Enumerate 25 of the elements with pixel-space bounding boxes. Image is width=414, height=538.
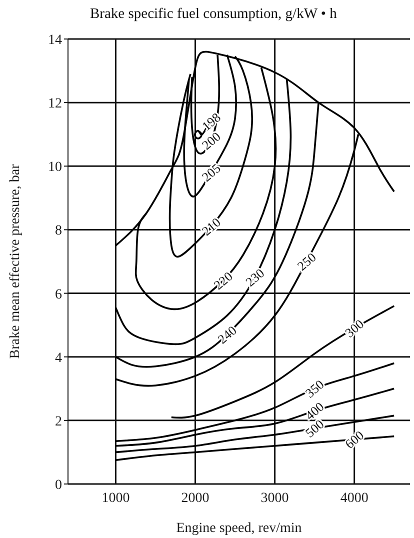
y-tick-label: 6: [55, 287, 62, 302]
y-tick-label: 4: [55, 350, 62, 366]
y-tick-label: 12: [48, 96, 62, 112]
annotation: 240: [214, 322, 240, 347]
y-axis-title: Brake mean effective pressure, bar: [8, 164, 23, 359]
y-tick-label: 2: [55, 414, 62, 430]
chart-title: Brake specific fuel consumption, g/kW • h: [90, 6, 337, 23]
y-tick-label: 8: [55, 224, 62, 239]
x-tick-label: 1000: [102, 490, 130, 506]
annotation: 350: [302, 376, 327, 401]
y-tick-label: 14: [48, 32, 62, 48]
x-tick-label: 2000: [181, 490, 210, 506]
x-tick-label: 3000: [260, 490, 289, 506]
y-tick-label: 0: [55, 478, 62, 493]
y-tick-label: 10: [48, 160, 62, 176]
annotation: 250: [294, 249, 319, 274]
annotation: 300: [342, 316, 367, 340]
annotation: 230: [242, 265, 268, 290]
annotation: 600: [342, 427, 367, 452]
annotation: 220: [210, 268, 236, 293]
x-axis-title: Engine speed, rev/min: [176, 521, 302, 536]
annotation: 210: [198, 214, 224, 239]
x-tick-label: 4000: [340, 490, 368, 506]
annotation: 205: [198, 160, 224, 185]
annotation: 198: [198, 110, 224, 134]
